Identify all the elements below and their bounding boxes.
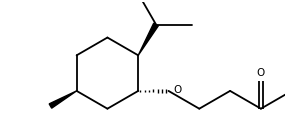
Text: O: O xyxy=(257,68,265,78)
Polygon shape xyxy=(138,23,158,55)
Polygon shape xyxy=(49,91,77,108)
Text: O: O xyxy=(173,85,181,95)
